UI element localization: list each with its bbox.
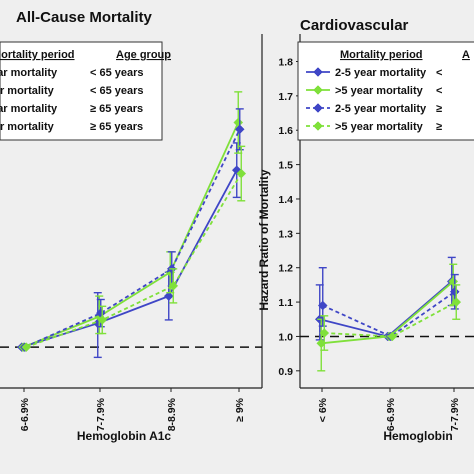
data-point: [168, 281, 179, 291]
x-axis-label: Hemoglobin: [383, 429, 452, 443]
y-tick-label: 1.2: [278, 263, 293, 275]
legend-header-period: Mortality period: [0, 49, 75, 61]
data-point: [448, 276, 459, 287]
legend-period-label: 2-5 year mortality: [335, 67, 427, 79]
legend-header-age: Age group: [116, 49, 171, 61]
y-tick-label: 1.1: [278, 297, 293, 309]
y-tick-label: 1.5: [278, 160, 293, 172]
legend-age-label: ≥: [436, 121, 442, 133]
series-3: [21, 145, 247, 353]
y-tick-label: 1.3: [278, 228, 293, 240]
data-point: [449, 286, 460, 297]
y-tick-label: 1.6: [278, 125, 293, 137]
y-axis-label: Hazard Ratio of Mortality: [257, 169, 271, 311]
legend: Mortality period Age group 2-5 year mortal…: [0, 41, 171, 141]
series-line: [25, 173, 243, 349]
y-tick-label: 1.0: [278, 331, 293, 343]
x-tick-label: 7-7.9%: [449, 397, 461, 431]
all-cause-mortality-panel: All-Cause Mortality Hemoglobin A1c 6-6.9…: [0, 9, 263, 443]
y-tick-label: 0.9: [278, 366, 293, 378]
y-tick-label: 1.4: [278, 194, 293, 206]
x-axis-label: Hemoglobin A1c: [77, 429, 172, 443]
legend-age-label: ≥ 65 years: [90, 121, 143, 133]
legend-box: [297, 41, 474, 141]
series-line: [322, 291, 456, 338]
cardiovascular-mortality-panel: Cardiovascular Hemoglobin Hazard Ratio o…: [257, 17, 474, 443]
legend-box: [0, 41, 163, 141]
data-point: [21, 342, 32, 353]
data-point: [163, 291, 174, 301]
legend-period-label: 2-5 year mortality: [0, 67, 58, 79]
legend-period-label: >5 year mortality: [335, 85, 424, 97]
legend-age-label: <: [436, 67, 442, 79]
legend-age-label: ≥ 65 years: [90, 103, 143, 115]
legend-period-label: >5 year mortality: [0, 85, 55, 97]
legend: Mortality period A 2-5 year mortality < >5 y…: [297, 41, 474, 141]
legend-age-label: < 65 years: [90, 85, 144, 97]
chart-title: All-Cause Mortality: [16, 9, 153, 26]
legend-marker: [313, 121, 323, 131]
data-point: [97, 315, 108, 325]
legend-period-label: >5 year mortality: [0, 121, 55, 133]
chart-title: Cardiovascular: [300, 17, 409, 34]
legend-period-label: 2-5 year mortality: [335, 103, 427, 115]
legend-header-period: Mortality period: [340, 49, 423, 61]
series-line: [22, 122, 240, 348]
data-point: [234, 124, 245, 135]
legend-period-label: >5 year mortality: [335, 121, 424, 133]
legend-period-label: 2-5 year mortality: [0, 103, 58, 115]
legend-age-label: ≥: [436, 103, 442, 115]
data-point: [387, 331, 398, 342]
legend-age-label: <: [436, 85, 442, 97]
x-tick-label: ≥ 9%: [234, 397, 246, 422]
legend-age-label: < 65 years: [90, 67, 144, 79]
x-tick-label: 8-8.9%: [166, 397, 178, 431]
series-line: [324, 301, 457, 338]
x-tick-label: 7-7.9%: [95, 397, 107, 431]
data-point: [451, 297, 462, 307]
legend-header-age: A: [462, 49, 470, 61]
legend-marker: [313, 67, 323, 77]
x-tick-label: < 6%: [317, 397, 329, 422]
data-point: [236, 168, 247, 179]
x-tick-label: 6-6.9%: [385, 397, 397, 431]
x-tick-label: 6-6.9%: [19, 397, 31, 431]
series-3: [319, 284, 462, 351]
legend-marker: [313, 85, 323, 95]
data-point: [317, 300, 328, 311]
y-tick-label: 1.8: [278, 56, 293, 68]
data-point: [319, 328, 330, 338]
y-tick-label: 1.7: [278, 91, 293, 103]
legend-marker: [313, 103, 323, 113]
